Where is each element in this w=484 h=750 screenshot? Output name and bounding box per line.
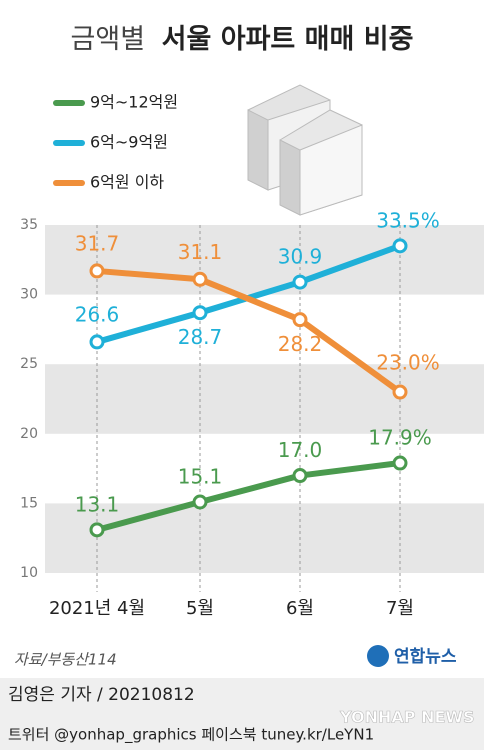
y-tick-label: 25: [20, 356, 38, 372]
watermark: YONHAP NEWS: [339, 708, 475, 727]
data-label: 28.2: [278, 332, 323, 356]
series-line: [96, 460, 401, 533]
grid-band: [45, 503, 484, 573]
data-label: 26.6: [75, 302, 120, 326]
data-label: 15.1: [178, 465, 223, 489]
data-point: [89, 263, 105, 279]
y-tick-label: 30: [20, 287, 38, 303]
grid-band: [45, 225, 484, 295]
y-tick-label: 10: [20, 565, 38, 581]
logo-icon: [367, 645, 389, 667]
title-bold: 서울 아파트 매매 비중: [162, 24, 414, 55]
data-label: 17.0: [278, 438, 323, 462]
data-point: [89, 522, 105, 538]
data-point: [392, 238, 408, 254]
y-tick-label: 15: [20, 495, 38, 511]
title-light: 금액별: [71, 24, 146, 55]
y-tick-label: 35: [20, 217, 38, 233]
grid-band: [45, 364, 484, 434]
y-tick-label: 20: [20, 426, 38, 442]
data-label: 33.5%: [376, 208, 440, 232]
x-tick-label: 6월: [286, 598, 314, 619]
data-point: [192, 494, 208, 510]
x-tick-label: 2021년 4월: [49, 598, 145, 619]
data-point: [392, 455, 408, 471]
logo: 연합뉴스: [394, 646, 457, 667]
data-point: [89, 334, 105, 350]
data-label: 31.1: [178, 240, 223, 264]
series-line: [96, 267, 402, 395]
building-icon: [247, 84, 363, 216]
data-label: 17.9%: [368, 426, 432, 450]
data-label: 30.9: [278, 245, 323, 269]
source: 자료/부동산114: [14, 651, 117, 669]
credit: 김영은 기자 / 20210812: [8, 685, 195, 705]
legend-label: 6억~9억원: [90, 133, 168, 152]
chart-title: 금액별 서울 아파트 매매 비중: [71, 24, 414, 55]
social: 트위터 @yonhap_graphics 페이스북 tuney.kr/LeYN1: [8, 726, 374, 745]
data-point: [192, 305, 208, 321]
x-tick-label: 7월: [386, 598, 414, 619]
data-point: [292, 312, 308, 328]
data-label: 23.0%: [376, 351, 440, 375]
data-point: [392, 384, 408, 400]
data-label: 28.7: [178, 325, 223, 349]
data-label: 13.1: [75, 492, 120, 516]
legend-label: 6억원 이하: [90, 173, 164, 192]
data-point: [292, 274, 308, 290]
footer-background: [0, 678, 484, 750]
data-point: [192, 271, 208, 287]
x-tick-label: 5월: [186, 598, 214, 619]
data-point: [292, 468, 308, 484]
legend-label: 9억~12억원: [90, 93, 178, 112]
data-label: 31.7: [75, 231, 120, 255]
